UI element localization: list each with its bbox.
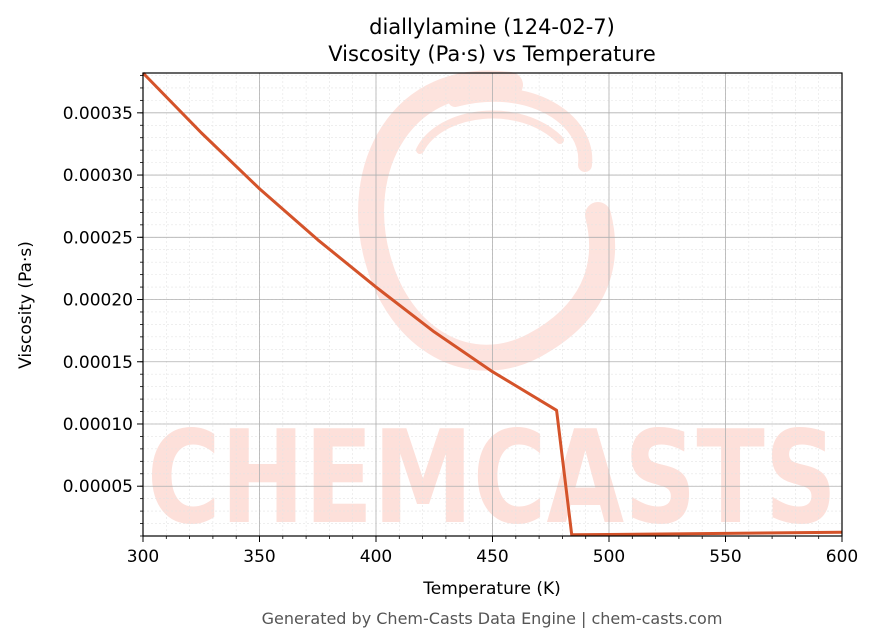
series-layer <box>141 71 843 537</box>
y-tick-label: 0.00015 <box>63 353 133 373</box>
watermark-swirl-logo <box>358 70 616 371</box>
footer-credit: Generated by Chem-Casts Data Engine | ch… <box>262 609 723 628</box>
y-tick-label: 0.00020 <box>63 291 133 311</box>
x-axis: 300 350 400 450 500 550 600 <box>127 536 858 567</box>
y-tick-label: 0.00035 <box>63 104 133 124</box>
watermark-text: CHEMCASTS <box>147 404 837 553</box>
chart-subtitle: Viscosity (Pa·s) vs Temperature <box>328 42 656 66</box>
x-axis-label: Temperature (K) <box>422 579 561 599</box>
chemcasts-watermark: CHEMCASTS <box>147 70 837 553</box>
y-tick-label: 0.00005 <box>63 477 133 497</box>
y-tick-label: 0.00010 <box>63 415 133 435</box>
x-tick-label: 550 <box>709 547 741 567</box>
x-tick-label: 350 <box>243 547 275 567</box>
y-axis-label: Viscosity (Pa·s) <box>16 241 36 369</box>
chart-title: diallylamine (124-02-7) <box>369 15 615 39</box>
x-tick-label: 600 <box>826 547 858 567</box>
series-line <box>141 71 843 537</box>
x-tick-label: 450 <box>476 547 508 567</box>
y-tick-label: 0.00030 <box>63 166 133 186</box>
x-tick-label: 300 <box>127 547 159 567</box>
x-tick-label: 400 <box>360 547 392 567</box>
x-tick-label: 500 <box>593 547 625 567</box>
y-axis: 0.00005 0.00010 0.00015 0.00020 0.00025 0.000… <box>63 75 143 537</box>
y-tick-label: 0.00025 <box>63 228 133 248</box>
